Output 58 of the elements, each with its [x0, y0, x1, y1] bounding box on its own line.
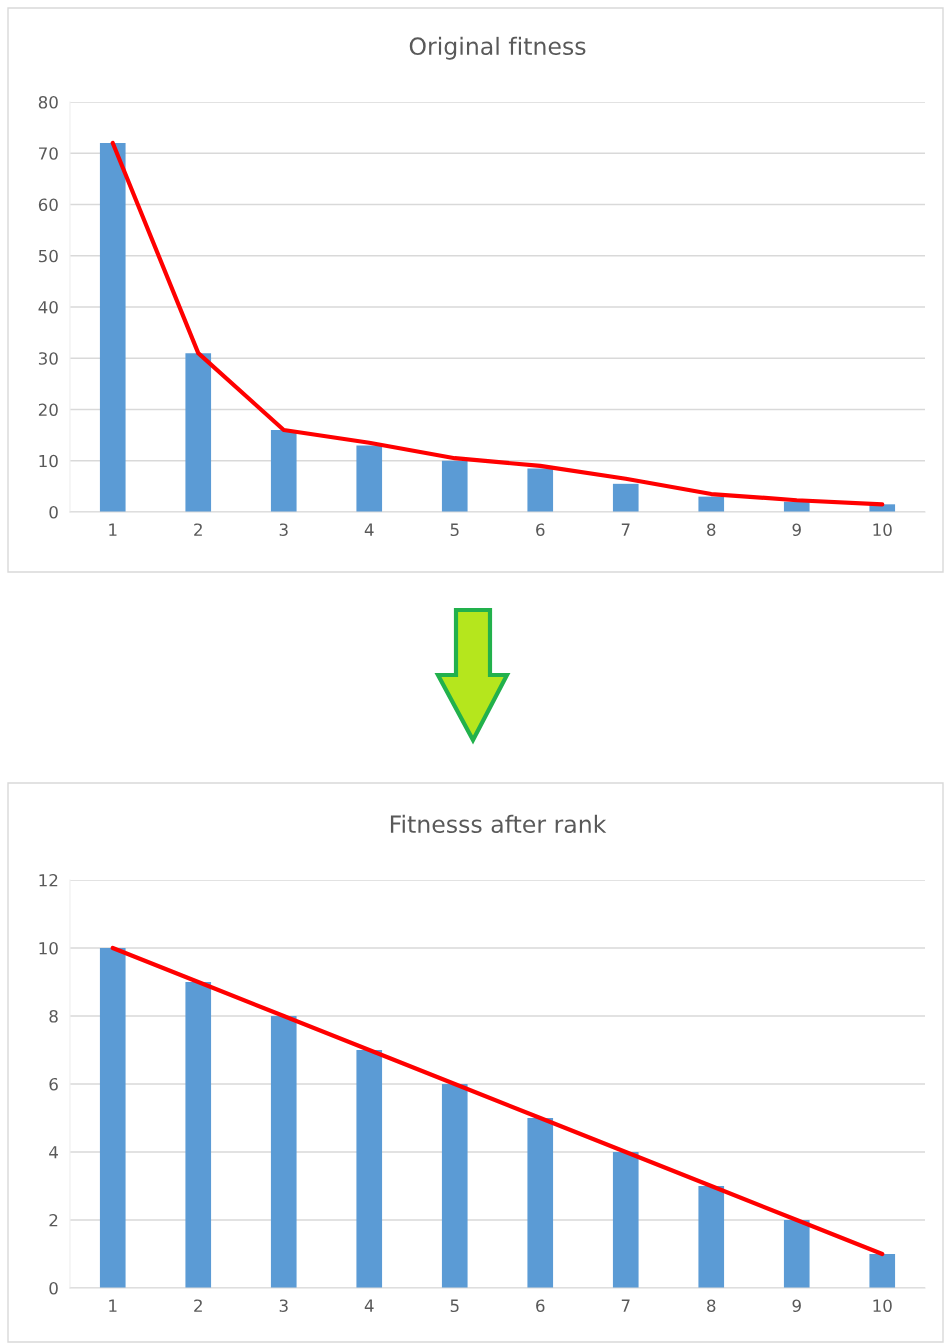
- line-series: [110, 140, 885, 507]
- bar: [612, 483, 639, 512]
- x-tick-label: 6: [536, 523, 545, 537]
- bar: [185, 982, 212, 1288]
- y-tick-label: 60: [38, 198, 58, 212]
- bar: [441, 1084, 468, 1288]
- y-tick-label: 8: [49, 1009, 58, 1023]
- x-tick-label: 10: [873, 523, 892, 537]
- x-tick-label: 10: [873, 1299, 892, 1313]
- x-tick-label: 3: [279, 1299, 288, 1313]
- bar: [270, 430, 297, 512]
- bar: [356, 1050, 383, 1288]
- bar: [185, 353, 212, 512]
- y-tick-label: 10: [39, 941, 58, 955]
- bar: [612, 1152, 639, 1288]
- y-tick-label: 0: [49, 505, 58, 519]
- chart-title: Fitnesss after rank: [390, 814, 607, 834]
- y-tick-label: 40: [38, 300, 58, 314]
- x-tick-label: 6: [536, 1299, 545, 1313]
- y-tick-label: 12: [39, 873, 58, 887]
- x-tick-label: 4: [364, 523, 374, 536]
- chart-title: Original fitness: [409, 36, 586, 60]
- y-tick-label: 0: [49, 1281, 58, 1295]
- x-tick-label: 5: [450, 1299, 459, 1313]
- bar: [356, 445, 383, 512]
- x-tick-label: 8: [707, 523, 716, 537]
- bar: [441, 460, 468, 512]
- x-tick-label: 9: [792, 1299, 801, 1313]
- bar: [270, 1016, 297, 1288]
- x-tick-label: 2: [194, 523, 202, 536]
- x-tick-label: 5: [450, 523, 459, 537]
- x-tick-label: 7: [621, 523, 630, 536]
- y-tick-label: 30: [38, 352, 58, 365]
- x-tick-label: 9: [792, 523, 801, 537]
- line-series: [110, 945, 885, 1257]
- y-tick-label: 10: [39, 454, 58, 468]
- bar: [527, 468, 554, 512]
- x-tick-label: 1: [109, 1299, 117, 1312]
- bar: [698, 496, 725, 512]
- y-tick-label: 70: [39, 147, 58, 160]
- x-tick-label: 1: [109, 523, 117, 536]
- bar: [99, 948, 126, 1288]
- y-tick-label: 2: [49, 1213, 58, 1227]
- bar: [869, 1254, 896, 1288]
- y-tick-label: 80: [38, 95, 58, 109]
- x-tick-label: 2: [194, 1299, 202, 1312]
- y-tick-label: 4: [49, 1146, 58, 1159]
- bar: [783, 1220, 810, 1288]
- y-tick-label: 20: [38, 403, 58, 417]
- bar: [99, 143, 126, 512]
- bar: [527, 1118, 554, 1288]
- x-tick-label: 3: [279, 523, 288, 537]
- bar: [698, 1186, 725, 1288]
- x-tick-label: 4: [364, 1299, 374, 1312]
- y-tick-label: 50: [38, 249, 58, 263]
- x-tick-label: 8: [707, 1299, 716, 1313]
- x-tick-label: 7: [621, 1299, 630, 1312]
- y-tick-label: 6: [49, 1077, 58, 1091]
